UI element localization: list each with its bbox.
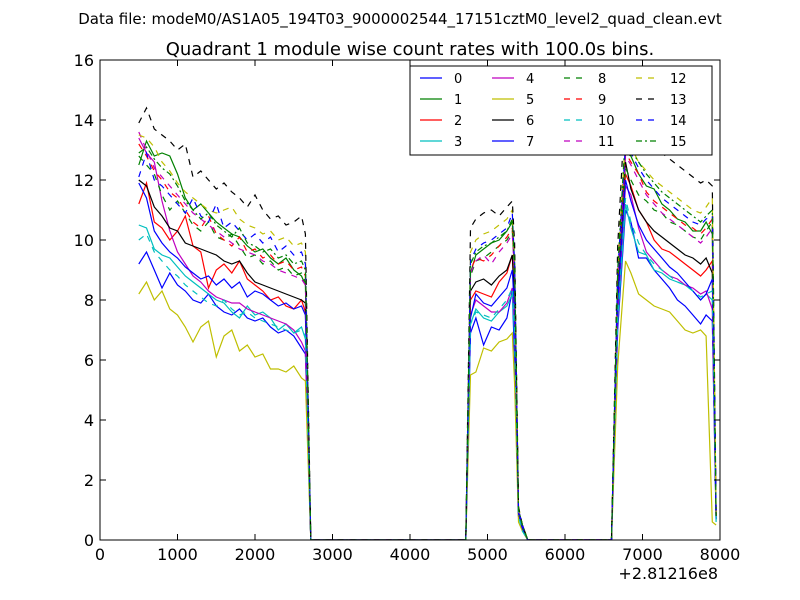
- x-tick-label: 7000: [622, 545, 663, 564]
- x-tick-label: 0: [95, 545, 105, 564]
- legend-label: 1: [454, 93, 462, 108]
- x-tick-label: 5000: [467, 545, 508, 564]
- y-tick-label: 4: [84, 411, 94, 430]
- y-tick-label: 8: [84, 291, 94, 310]
- series-layer: [138, 97, 717, 540]
- series-line-10: [138, 197, 717, 540]
- legend-label: 7: [526, 135, 534, 150]
- series-line-8: [138, 155, 717, 540]
- legend-entry-1: 1: [420, 93, 462, 108]
- y-tick-label: 10: [74, 231, 94, 250]
- legend-entry-0: 0: [420, 72, 462, 87]
- series-line-4: [138, 137, 717, 540]
- legend-label: 12: [670, 72, 687, 87]
- legend-label: 8: [598, 72, 606, 87]
- legend-entry-10: 10: [564, 114, 615, 129]
- y-tick-label: 0: [84, 531, 94, 550]
- series-line-12: [138, 134, 717, 540]
- legend-entry-9: 9: [564, 93, 606, 108]
- chart-title: Quadrant 1 module wise count rates with …: [166, 39, 655, 60]
- series-line-1: [138, 139, 717, 540]
- legend-entry-6: 6: [492, 114, 534, 129]
- legend-entry-2: 2: [420, 114, 462, 129]
- series-line-11: [138, 131, 717, 540]
- series-line-5: [138, 260, 717, 540]
- legend-label: 14: [670, 114, 687, 129]
- legend-entry-4: 4: [492, 72, 534, 87]
- series-line-2: [138, 173, 717, 540]
- x-tick-label: 2000: [235, 545, 276, 564]
- axes-layer: 0 1000 2000 3000 4000 5000 6000 7000 80000246810…: [74, 51, 741, 564]
- series-line-6: [138, 161, 717, 540]
- legend-entry-14: 14: [636, 114, 687, 129]
- x-tick-label: 8000: [700, 545, 741, 564]
- legend-entry-8: 8: [564, 72, 606, 87]
- x-tick-label: 6000: [545, 545, 586, 564]
- series-line-7: [138, 179, 717, 540]
- series-line-15: [138, 131, 717, 540]
- legend-label: 15: [670, 135, 687, 150]
- datafile-label: Data file: modeM0/AS1A05_194T03_90000025…: [78, 10, 722, 29]
- legend-label: 10: [598, 114, 615, 129]
- y-tick-label: 16: [74, 51, 94, 70]
- x-tick-label: 3000: [312, 545, 353, 564]
- legend-label: 9: [598, 93, 606, 108]
- legend-label: 2: [454, 114, 462, 129]
- legend-entry-11: 11: [564, 135, 615, 150]
- series-line-13: [138, 97, 717, 540]
- series-line-3: [138, 203, 717, 540]
- x-tick-label: 4000: [390, 545, 431, 564]
- y-tick-label: 12: [74, 171, 94, 190]
- x-offset-label: +2.81216e8: [618, 564, 718, 583]
- series-line-14: [138, 142, 717, 540]
- legend-label: 13: [670, 93, 687, 108]
- y-tick-label: 6: [84, 351, 94, 370]
- legend-label: 4: [526, 72, 534, 87]
- legend-entry-7: 7: [492, 135, 534, 150]
- legend-label: 5: [526, 93, 534, 108]
- legend-frame: [409, 65, 713, 156]
- legend-entry-5: 5: [492, 93, 534, 108]
- legend-label: 0: [454, 72, 462, 87]
- legend-label: 3: [454, 135, 462, 150]
- legend-entry-12: 12: [636, 72, 687, 87]
- legend-entry-13: 13: [636, 93, 687, 108]
- legend-entry-3: 3: [420, 135, 462, 150]
- y-tick-label: 2: [84, 471, 94, 490]
- legend-label: 6: [526, 114, 534, 129]
- x-tick-label: 1000: [157, 545, 198, 564]
- y-tick-label: 14: [74, 111, 94, 130]
- legend-label: 11: [598, 135, 615, 150]
- series-line-9: [138, 143, 717, 540]
- legend-entry-15: 15: [636, 135, 687, 150]
- series-line-0: [138, 209, 717, 540]
